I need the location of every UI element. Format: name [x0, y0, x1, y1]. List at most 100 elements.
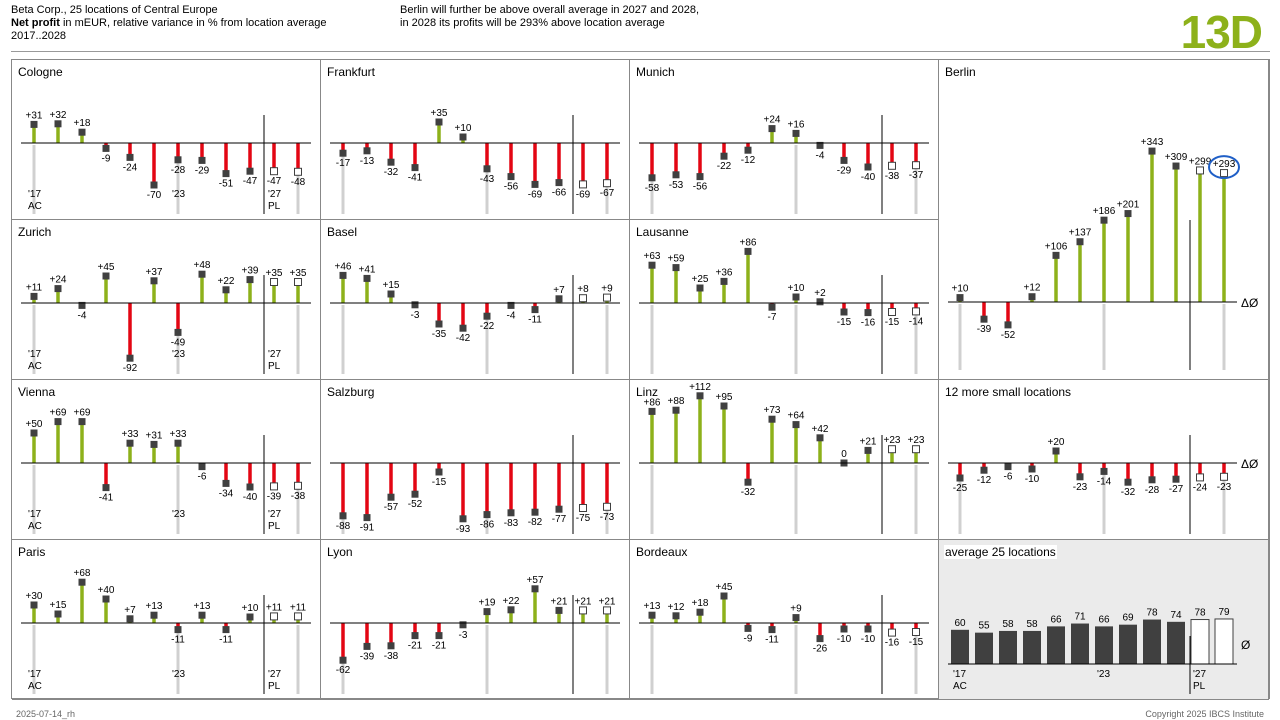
data-label: +31: [26, 110, 43, 121]
data-label: 58: [1002, 619, 1014, 630]
actual-column: [1167, 621, 1185, 664]
axis-label: ΔØ: [1241, 296, 1258, 310]
x-tick-label: '27: [268, 349, 281, 360]
data-label: +12: [1024, 283, 1041, 294]
data-label: +106: [1045, 241, 1068, 252]
data-label: -56: [504, 182, 519, 193]
report-measure: Net profit in mEUR, relative variance in…: [11, 17, 381, 30]
actual-marker: [744, 146, 752, 154]
chart-tile: Lyon -62 -39 -38 -21 -21 -3 +19 +22 +57 +21 +21 +21: [321, 540, 630, 700]
key-message-line-2: in 2028 its profits will be 293% above l…: [400, 17, 665, 29]
plan-marker: [888, 161, 896, 170]
actual-marker: [864, 446, 872, 454]
data-label: -10: [837, 634, 852, 645]
data-label: 78: [1194, 608, 1206, 619]
actual-marker: [435, 320, 443, 328]
data-label: +63: [644, 251, 661, 262]
actual-marker: [1124, 210, 1132, 218]
actual-marker: [339, 271, 347, 279]
data-label: -69: [576, 189, 591, 200]
chart-svg: -88 -91 -57 -52 -15 -93 -86 -83 -82 -77 -75 -73: [330, 435, 620, 535]
data-label: -39: [267, 491, 282, 502]
data-label: +69: [74, 408, 91, 419]
chart-tile: average 25 locations 60 55 58 58 66 71 66 69 78 74…: [939, 540, 1269, 700]
chart-title: Vienna: [18, 385, 56, 399]
data-label: -43: [480, 174, 495, 185]
chart-tile: Bordeaux +13 +12 +18 +45 -9 -11 +9 -26 -10 -10 -16-…: [630, 540, 939, 700]
chart-title: Basel: [327, 225, 358, 239]
data-label: +186: [1093, 206, 1116, 217]
actual-marker: [1052, 251, 1060, 259]
actual-marker: [956, 474, 964, 482]
plan-marker: [1220, 472, 1228, 481]
data-label: +33: [122, 429, 139, 440]
actual-marker: [363, 274, 371, 282]
actual-marker: [174, 328, 182, 336]
x-tick-label: '17: [28, 509, 41, 520]
actual-marker: [507, 509, 515, 517]
actual-marker: [411, 164, 419, 172]
data-label: -77: [552, 514, 567, 525]
actual-marker: [507, 301, 515, 309]
data-label: +2: [814, 288, 826, 299]
actual-marker: [696, 173, 704, 181]
chart-title: Lausanne: [636, 225, 689, 239]
data-label: +35: [290, 268, 307, 279]
data-label: +7: [124, 605, 136, 616]
data-label: -82: [528, 517, 543, 528]
data-label: 55: [978, 621, 990, 632]
chart-title: Zurich: [18, 225, 52, 239]
actual-marker: [816, 141, 824, 149]
plan-marker: [603, 606, 611, 615]
actual-marker: [816, 635, 824, 643]
data-label: +13: [644, 601, 661, 612]
chart-title: Salzburg: [327, 385, 375, 399]
plan-marker: [1196, 166, 1204, 175]
x-tick-label: '23: [172, 509, 185, 520]
plan-marker: [603, 502, 611, 511]
actual-column: [951, 629, 969, 664]
header-rule: [11, 51, 1270, 52]
data-label: +64: [788, 411, 805, 422]
data-label: +45: [98, 262, 115, 273]
data-label: +15: [50, 600, 67, 611]
actual-marker: [672, 612, 680, 620]
key-message-line-1: Berlin will further be above overall ave…: [400, 4, 700, 16]
data-label: -11: [528, 315, 542, 326]
actual-marker: [555, 505, 563, 513]
chart-svg: +63 +59 +25 +36 +86 -7 +10 +2 -15 -16 -15 -14: [639, 237, 929, 374]
data-label: -10: [861, 634, 876, 645]
actual-marker: [864, 309, 872, 317]
data-label: +30: [26, 591, 43, 602]
actual-marker: [696, 608, 704, 616]
report-entity: Beta Corp., 25 locations of Central Euro…: [11, 4, 218, 16]
actual-marker: [555, 295, 563, 303]
data-label: +35: [266, 268, 283, 279]
actual-marker: [339, 656, 347, 664]
plan-marker: [579, 504, 587, 512]
data-label: +39: [242, 266, 259, 277]
data-label: +19: [479, 598, 496, 609]
data-label: -69: [528, 189, 543, 200]
data-label: -41: [408, 173, 423, 184]
chart-svg: -58 -53 -56 -22 -12 +24 +16 -4 -29 -40 -38 -37: [639, 115, 929, 214]
actual-marker: [222, 286, 230, 294]
data-label: -12: [977, 475, 992, 486]
actual-marker: [30, 429, 38, 437]
footer-date: 2025-07-14_rh: [16, 709, 76, 719]
data-label: +8: [577, 284, 589, 295]
data-label: -39: [977, 324, 992, 335]
actual-column: [1071, 623, 1089, 664]
plan-marker: [270, 612, 278, 621]
data-label: -53: [669, 180, 684, 191]
data-label: +45: [716, 582, 733, 593]
data-label: -9: [102, 153, 111, 164]
data-label: +201: [1117, 200, 1140, 211]
actual-marker: [864, 625, 872, 633]
data-label: -15: [885, 317, 900, 328]
data-label: +24: [50, 275, 67, 286]
actual-marker: [126, 153, 134, 161]
plan-marker: [270, 482, 278, 491]
actual-marker: [792, 129, 800, 137]
data-label: 66: [1098, 614, 1110, 625]
